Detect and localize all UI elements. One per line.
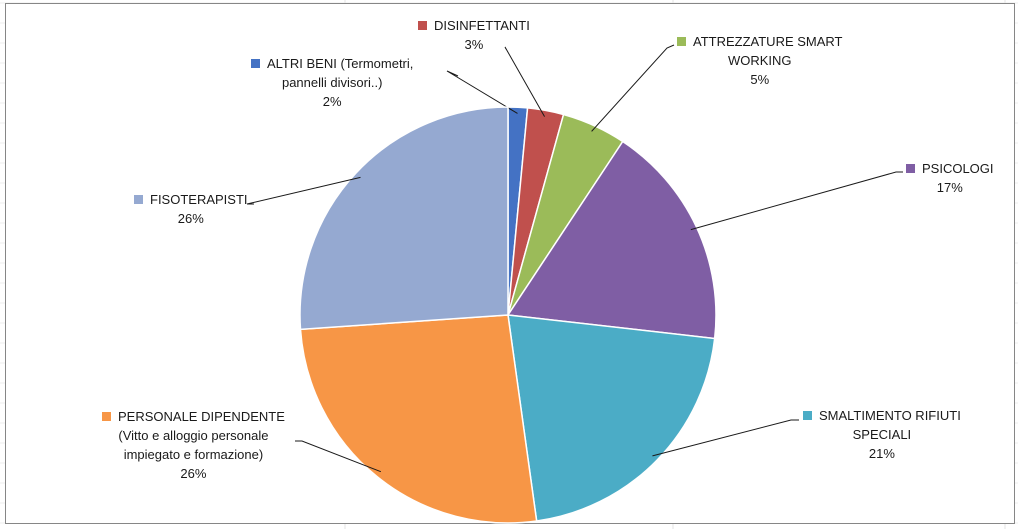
label-line-text: SMALTIMENTO RIFIUTI [819, 408, 961, 423]
slice-percent: 3% [464, 37, 484, 52]
slice-label-psicologi: PSICOLOGI 17% [906, 159, 994, 197]
label-line: PERSONALE DIPENDENTE [102, 407, 285, 426]
label-line: PSICOLOGI [906, 159, 994, 178]
legend-swatch-personale [102, 412, 111, 421]
label-line-text: PSICOLOGI [922, 161, 994, 176]
slice-percent: 26% [177, 211, 204, 226]
slice-percent: 17% [936, 180, 963, 195]
legend-swatch-smaltimento [803, 411, 812, 420]
slice-percent: 2% [322, 94, 342, 109]
label-line: WORKING [727, 53, 792, 68]
legend-swatch-psicologi [906, 164, 915, 173]
label-line-text: DISINFETTANTI [434, 18, 530, 33]
slice-label-fisioterapisti: FISOTERAPISTI 26% [134, 190, 248, 228]
slice-label-altri-beni: ALTRI BENI (Termometri, pannelli divisor… [251, 54, 413, 111]
label-line-text: FISOTERAPISTI [150, 192, 248, 207]
leader-line-fisio [246, 176, 361, 205]
slice-percent: 5% [750, 72, 770, 87]
label-line: impiegato e formazione) [123, 447, 264, 462]
leader-line-attrez [591, 44, 675, 132]
label-line: SPECIALI [852, 427, 912, 442]
pie-slice-smalt[interactable] [507, 314, 716, 522]
leader-line-altri [446, 70, 518, 114]
pie-slice-fisio[interactable] [299, 106, 509, 331]
pie-chart[interactable] [6, 4, 1016, 525]
slice-label-disinfettanti: DISINFETTANTI 3% [418, 16, 530, 54]
pie-slice-pers[interactable] [299, 314, 538, 524]
label-line-text: ATTREZZATURE SMART [693, 34, 843, 49]
pie-slice-psico[interactable] [506, 140, 717, 340]
slice-percent: 26% [180, 466, 207, 481]
legend-swatch-fisioterapisti [134, 195, 143, 204]
label-line: DISINFETTANTI [418, 16, 530, 35]
slice-label-personale: PERSONALE DIPENDENTE (Vitto e alloggio p… [102, 407, 285, 483]
leader-line-disinf [504, 46, 545, 117]
label-line-text: PERSONALE DIPENDENTE [118, 409, 285, 424]
slice-percent: 21% [868, 446, 895, 461]
chart-frame[interactable]: ALTRI BENI (Termometri, pannelli divisor… [5, 3, 1015, 524]
label-line: ALTRI BENI (Termometri, [251, 54, 413, 73]
label-line: SMALTIMENTO RIFIUTI [803, 406, 961, 425]
label-line-text: ALTRI BENI (Termometri, [267, 56, 414, 71]
legend-swatch-altri-beni [251, 59, 260, 68]
legend-swatch-attrezzature [677, 37, 686, 46]
slice-label-attrezzature: ATTREZZATURE SMART WORKING 5% [677, 32, 843, 89]
label-line: ATTREZZATURE SMART [677, 32, 843, 51]
leader-line-pers [295, 440, 382, 473]
legend-swatch-disinfettanti [418, 21, 427, 30]
slice-label-smaltimento: SMALTIMENTO RIFIUTI SPECIALI 21% [803, 406, 961, 463]
leader-line-smalt [652, 419, 799, 457]
label-line: pannelli divisori..) [281, 75, 383, 90]
label-line: (Vitto e alloggio personale [118, 428, 269, 443]
label-line: FISOTERAPISTI [134, 190, 248, 209]
leader-line-psico [690, 171, 903, 231]
